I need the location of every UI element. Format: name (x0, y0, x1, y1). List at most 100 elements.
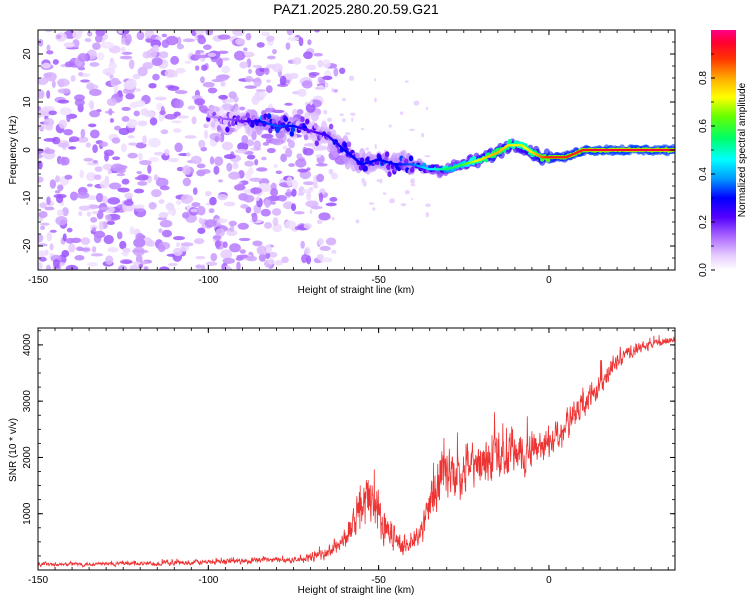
noise-blob (330, 172, 338, 180)
ridge-blob (483, 158, 489, 163)
noise-blob (316, 253, 325, 261)
noise-blob (349, 112, 356, 116)
noise-blob (217, 50, 229, 55)
noise-blob (46, 90, 51, 99)
noise-blob (78, 211, 83, 217)
noise-blob (300, 240, 305, 249)
noise-blob (201, 264, 206, 270)
noise-blob (106, 220, 115, 226)
noise-blob (118, 127, 130, 136)
noise-blob (284, 191, 294, 197)
noise-blob (107, 247, 119, 253)
noise-blob (222, 257, 235, 264)
noise-blob (291, 188, 297, 197)
noise-blob (362, 180, 367, 187)
noise-blob (301, 80, 313, 89)
noise-blob (318, 192, 324, 203)
noise-blob (281, 256, 289, 264)
noise-blob (158, 211, 169, 219)
noise-blob (322, 75, 333, 81)
noise-blob (244, 52, 251, 56)
noise-blob (351, 117, 354, 122)
snr-y-label: SNR (10 * v/v) (8, 418, 19, 482)
noise-blob (102, 68, 116, 76)
noise-blob (204, 219, 217, 228)
noise-blob (235, 148, 248, 154)
noise-blob (303, 223, 312, 229)
noise-blob (266, 147, 276, 154)
noise-blob (234, 184, 246, 191)
noise-blob (140, 108, 149, 116)
ridge-halo (344, 157, 352, 170)
noise-blob (176, 166, 184, 172)
noise-blob (64, 174, 73, 180)
noise-blob (198, 217, 204, 224)
noise-blob (314, 30, 320, 33)
noise-blob (158, 199, 165, 205)
noise-blob (127, 152, 138, 159)
noise-blob (105, 255, 114, 265)
noise-blob (374, 143, 377, 150)
noise-blob (86, 183, 93, 187)
noise-blob (425, 211, 429, 218)
noise-blob (155, 177, 169, 188)
noise-blob (145, 38, 153, 43)
noise-blob (316, 173, 325, 183)
noise-blob (90, 253, 104, 257)
noise-blob (165, 202, 175, 211)
noise-blob (158, 244, 166, 253)
noise-blob (92, 144, 98, 154)
noise-blob (87, 31, 93, 37)
noise-blob (194, 49, 201, 60)
noise-blob (223, 154, 236, 160)
snr-series-line (38, 335, 675, 569)
noise-blob (119, 55, 133, 60)
ridge-blob (346, 141, 352, 148)
y-tick-label: 10 (22, 96, 33, 108)
noise-blob (233, 50, 246, 61)
noise-blob (79, 169, 84, 179)
noise-blob (135, 100, 146, 108)
colorbar-tick-label: 0.0 (698, 263, 709, 277)
noise-blob (376, 179, 380, 183)
colorbar-tick-label: 0.6 (698, 119, 709, 133)
noise-blob (303, 147, 314, 156)
noise-blob (325, 202, 337, 207)
noise-blob (51, 80, 56, 89)
colorbar-gradient (711, 30, 736, 270)
colorbar-label: Normalized spectral amplitude (737, 82, 748, 217)
noise-blob (38, 261, 43, 270)
ridge-blob (268, 127, 273, 134)
noise-blob (125, 93, 135, 100)
ridge-blob (421, 162, 427, 167)
noise-blob (368, 202, 375, 205)
noise-blob (282, 145, 288, 150)
noise-blob (272, 217, 279, 227)
noise-blob (329, 197, 338, 202)
noise-blob (44, 206, 55, 211)
ridge-blob (328, 123, 334, 130)
noise-blob (68, 146, 77, 150)
noise-blob (68, 243, 76, 253)
noise-blob (142, 135, 147, 145)
noise-blob (224, 98, 235, 103)
noise-blob (161, 229, 173, 238)
noise-blob (119, 93, 124, 97)
noise-blob (240, 204, 249, 209)
noise-blob (293, 211, 305, 215)
noise-blob (90, 216, 98, 223)
ridge-blob (404, 158, 409, 165)
noise-blob (388, 124, 392, 128)
noise-blob (404, 80, 409, 83)
noise-blob (99, 141, 109, 147)
noise-blob (213, 165, 220, 175)
noise-blob (389, 198, 395, 204)
noise-blob (288, 140, 296, 149)
noise-blob (215, 57, 224, 66)
noise-blob (120, 46, 126, 53)
noise-blob (246, 255, 258, 262)
noise-blob (263, 67, 270, 75)
noise-blob (297, 192, 304, 196)
x-tick-label: 0 (546, 575, 552, 586)
noise-blob (207, 52, 217, 57)
